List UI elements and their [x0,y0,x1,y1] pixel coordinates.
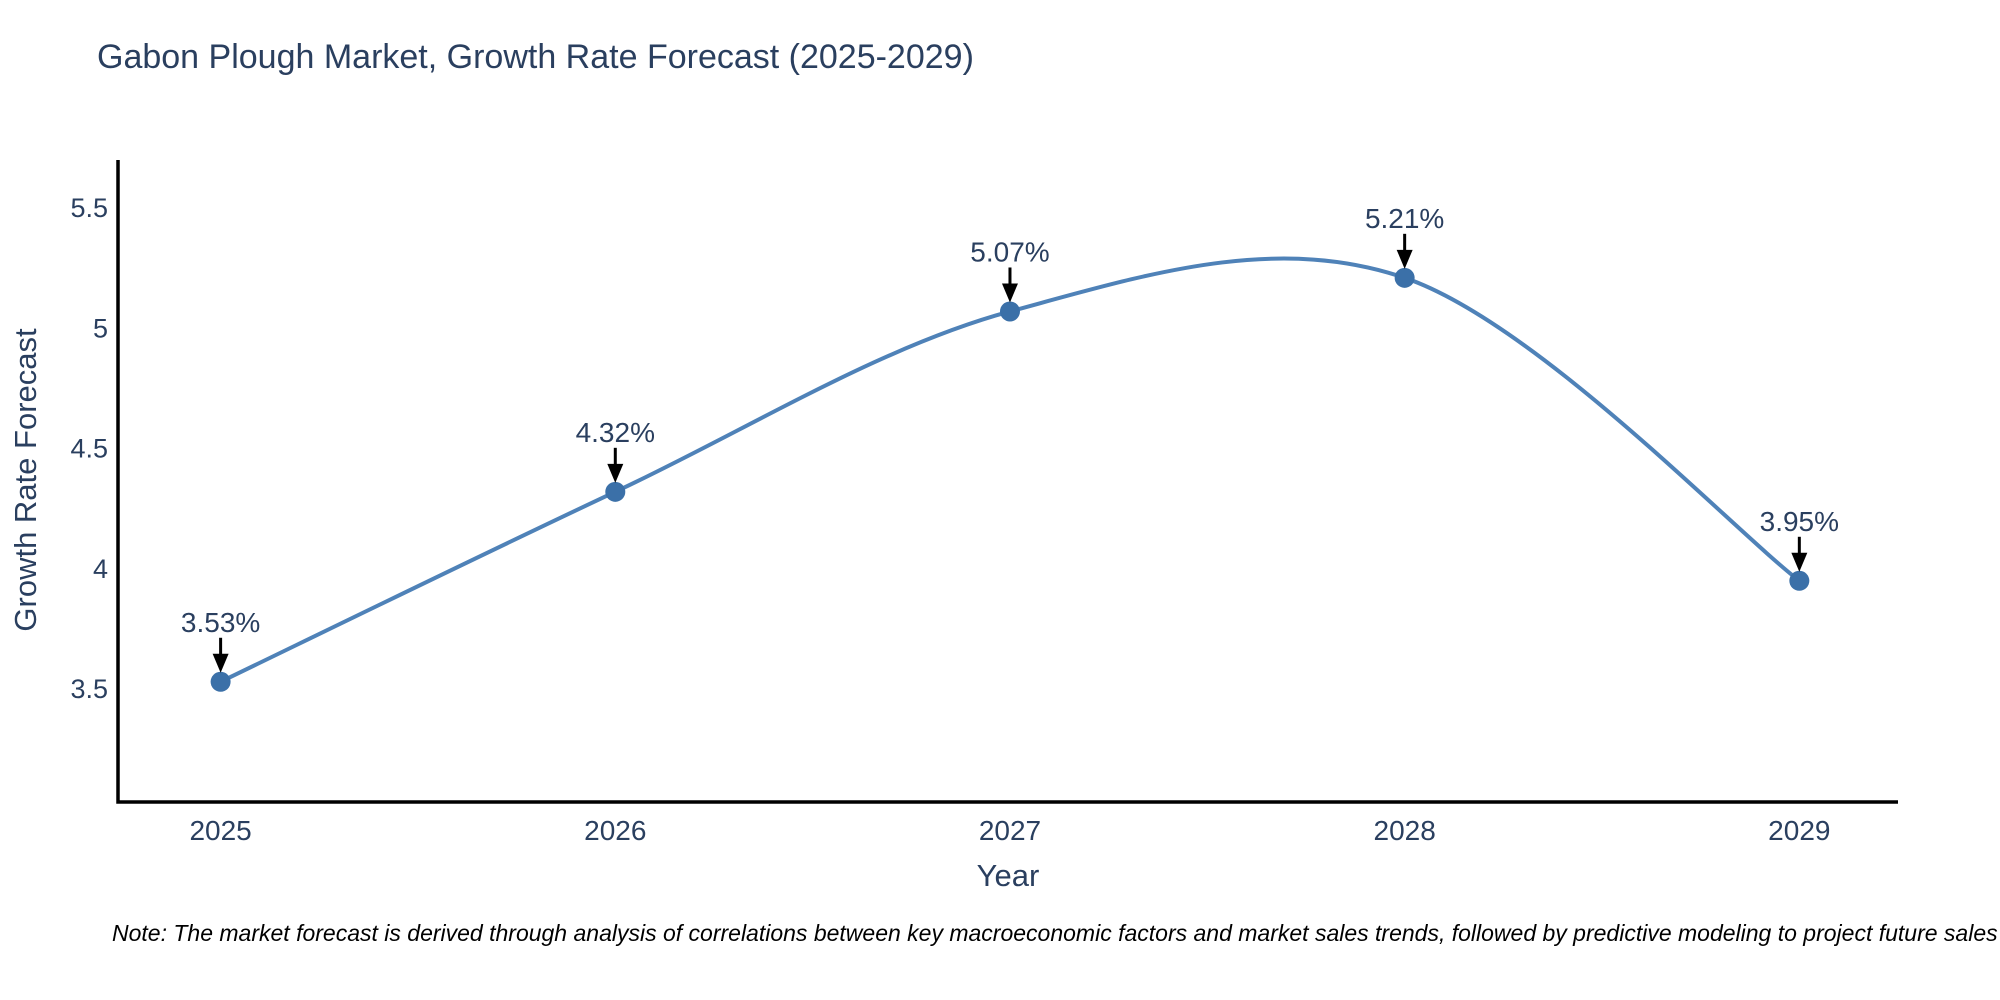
x-axis-title: Year [976,858,1040,893]
x-tick-label: 2027 [979,815,1041,846]
x-tick-label: 2029 [1768,815,1830,846]
trend-line [218,256,1802,684]
point-annotation: 5.07% [970,236,1049,267]
footnote: Note: The market forecast is derived thr… [112,920,1998,946]
y-tick-label: 5 [93,313,108,343]
chart-title: Gabon Plough Market, Growth Rate Forecas… [97,38,974,76]
data-point-2028[interactable] [1394,267,1415,288]
x-tick-label: 2025 [189,815,251,846]
y-axis-title: Growth Rate Forecast [8,328,43,632]
data-point-2029[interactable] [1789,570,1810,591]
annotation-arrowhead-icon [607,463,624,483]
data-point-2027[interactable] [999,301,1020,322]
annotation-arrowhead-icon [212,653,229,673]
point-annotation: 4.32% [576,417,655,448]
point-annotation: 3.53% [181,607,260,638]
point-annotation: 5.21% [1365,203,1444,234]
y-tick-label: 5.5 [70,193,108,223]
annotation-arrowhead-icon [1396,249,1413,269]
y-tick-label: 4 [93,554,108,584]
annotation-arrowhead-icon [1001,283,1018,303]
axis-spines [116,160,1898,804]
annotation-arrowhead-icon [1791,552,1808,572]
x-tick-label: 2026 [584,815,646,846]
point-annotation: 3.95% [1760,506,1839,537]
data-point-2026[interactable] [605,481,626,502]
y-tick-label: 3.5 [70,674,108,704]
x-tick-label: 2028 [1374,815,1436,846]
data-point-2025[interactable] [210,671,231,692]
y-tick-label: 4.5 [70,434,108,464]
